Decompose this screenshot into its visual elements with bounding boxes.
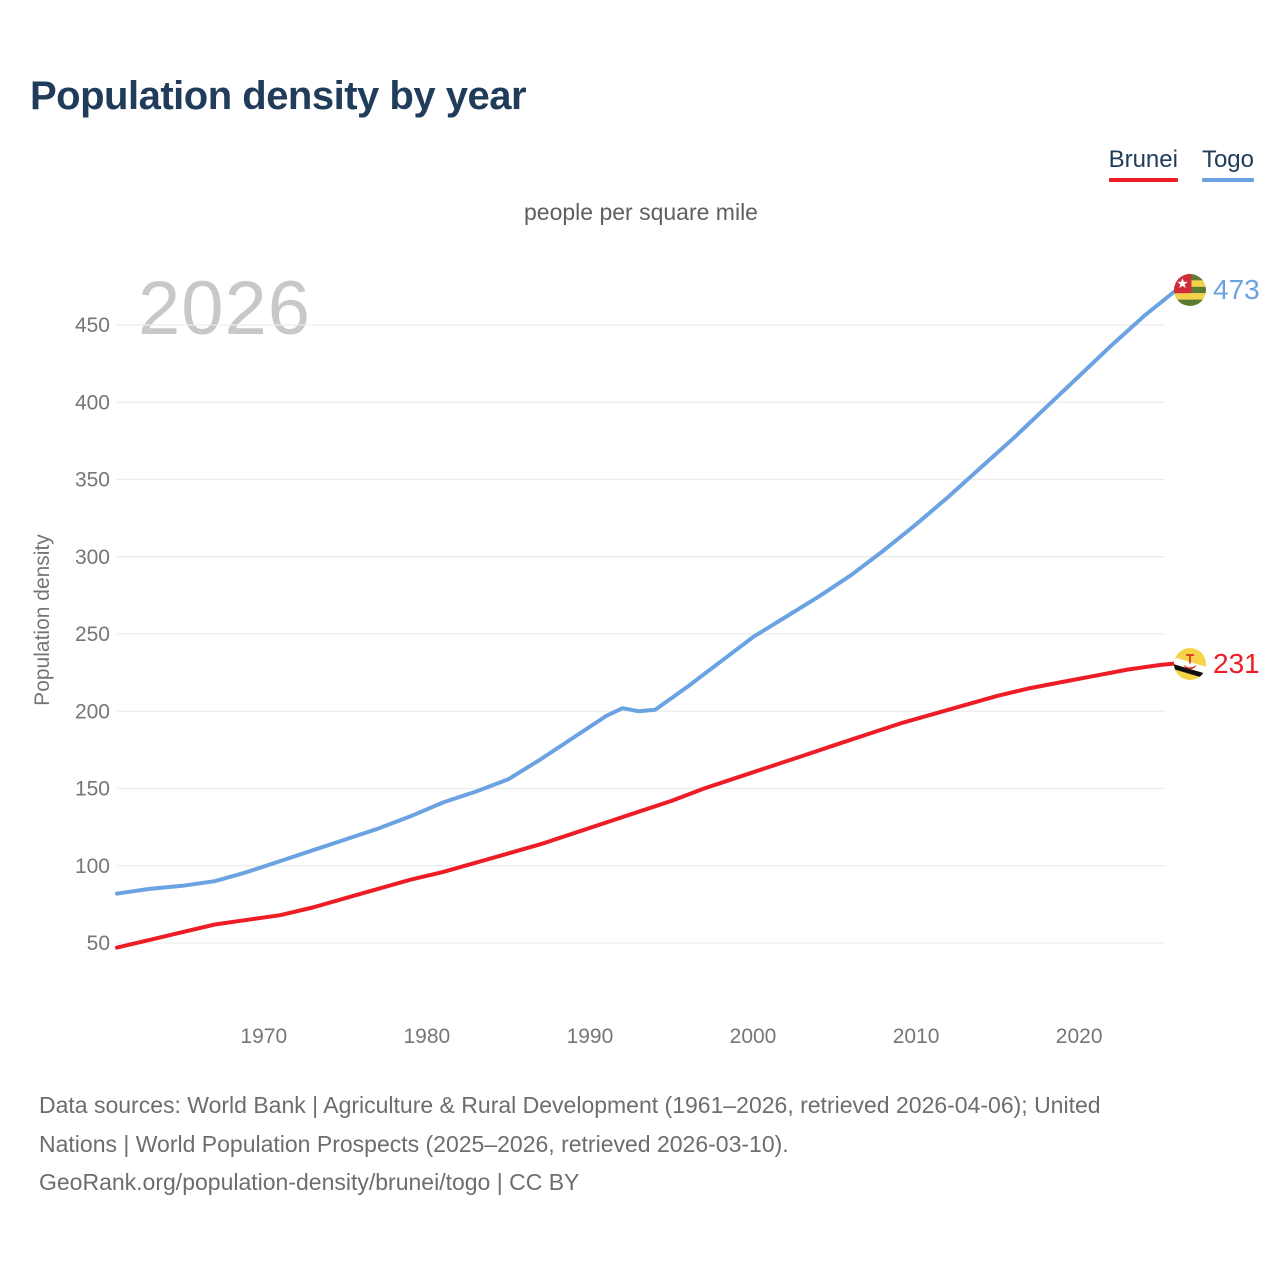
y-tick-label: 350 (75, 469, 110, 492)
legend-underline-brunei (1108, 178, 1178, 182)
legend-item-togo[interactable]: Togo (1201, 146, 1254, 182)
watermark-year: 2026 (138, 266, 312, 351)
legend-underline-togo (1201, 178, 1254, 182)
chart-unit-subtitle: people per square mile (524, 199, 758, 225)
y-tick-label: 100 (75, 855, 110, 878)
legend: Brunei Togo (1108, 146, 1254, 182)
y-tick-label: 50 (87, 932, 110, 955)
y-tick-label: 150 (75, 778, 110, 801)
legend-label-togo: Togo (1201, 146, 1254, 173)
y-tick-label: 450 (75, 314, 110, 337)
brunei-endpoint: 231 (1174, 648, 1260, 680)
footer-line-1: Data sources: World Bank | Agriculture &… (39, 1092, 1101, 1118)
brunei-crest (1183, 654, 1197, 670)
y-tick-label: 250 (75, 623, 110, 646)
series-line-brunei[interactable] (115, 661, 1179, 950)
y-tick-label: 400 (75, 391, 110, 414)
x-tick-label: 1980 (403, 1025, 450, 1048)
y-tick-label: 300 (75, 546, 110, 569)
y-tick-label: 200 (75, 700, 110, 723)
data-sources-footer: Data sources: World Bank | Agriculture &… (39, 1086, 1101, 1202)
x-tick-label: 2020 (1056, 1025, 1103, 1048)
legend-item-brunei[interactable]: Brunei (1108, 146, 1178, 182)
x-tick-label: 2010 (893, 1025, 940, 1048)
togo-end-value: 473 (1213, 274, 1260, 305)
x-tick-label: 1970 (240, 1025, 287, 1048)
footer-line-2: Nations | World Population Prospects (20… (39, 1130, 789, 1157)
page-title: Population density by year (30, 74, 527, 118)
brunei-flag-icon (1174, 648, 1206, 680)
legend-label-brunei: Brunei (1108, 146, 1178, 173)
togo-flag-icon (1174, 274, 1206, 306)
footer-line-3: GeoRank.org/population-density/brunei/to… (39, 1169, 580, 1195)
series-line-togo[interactable] (115, 287, 1179, 896)
x-tick-label: 2000 (730, 1025, 777, 1048)
brunei-end-value: 231 (1213, 648, 1260, 679)
togo-endpoint: 473 (1174, 274, 1260, 306)
x-tick-label: 1990 (567, 1025, 614, 1048)
